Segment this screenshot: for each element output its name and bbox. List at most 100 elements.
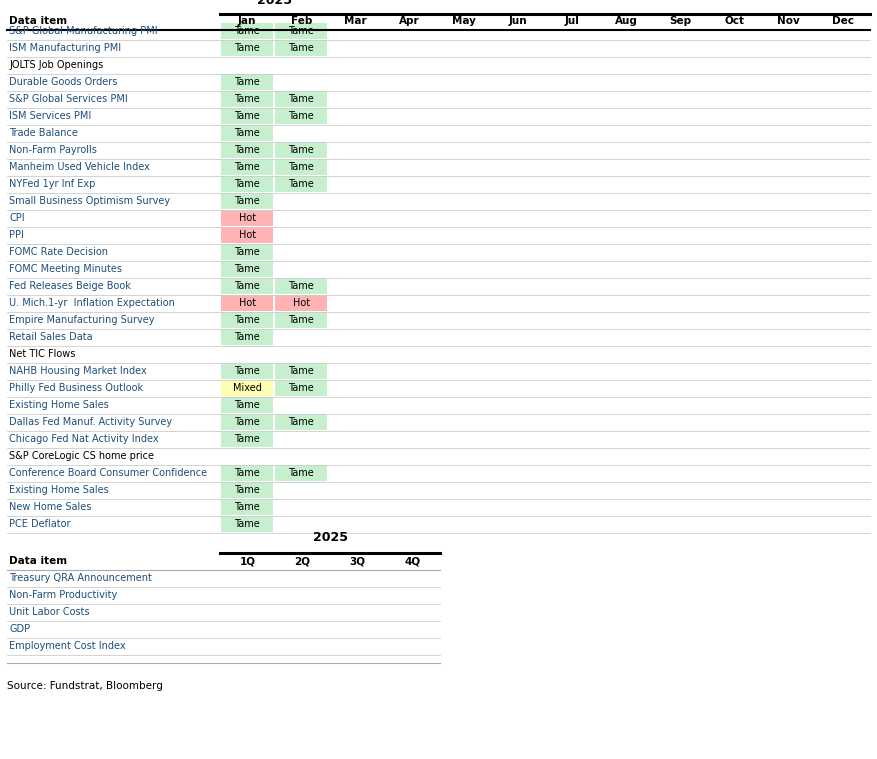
Bar bbox=[221, 91, 273, 107]
Text: Dec: Dec bbox=[831, 16, 853, 26]
Bar bbox=[275, 176, 327, 192]
Text: S&P Global Services PMI: S&P Global Services PMI bbox=[9, 94, 128, 104]
Text: Mar: Mar bbox=[344, 16, 367, 26]
Text: New Home Sales: New Home Sales bbox=[9, 502, 91, 512]
Text: Tame: Tame bbox=[288, 145, 314, 155]
Text: Tame: Tame bbox=[234, 26, 260, 36]
Text: Tame: Tame bbox=[288, 281, 314, 291]
Text: Existing Home Sales: Existing Home Sales bbox=[9, 485, 109, 495]
Text: Jan: Jan bbox=[238, 16, 256, 26]
Bar bbox=[275, 108, 327, 124]
Text: Conference Board Consumer Confidence: Conference Board Consumer Confidence bbox=[9, 468, 207, 478]
Text: Unit Labor Costs: Unit Labor Costs bbox=[9, 607, 89, 617]
Bar bbox=[221, 176, 273, 192]
Text: Hot: Hot bbox=[239, 298, 255, 308]
Text: Apr: Apr bbox=[399, 16, 419, 26]
Text: Feb: Feb bbox=[290, 16, 311, 26]
Text: PCE Deflator: PCE Deflator bbox=[9, 519, 70, 529]
Bar bbox=[221, 414, 273, 430]
Bar bbox=[221, 74, 273, 90]
Text: NAHB Housing Market Index: NAHB Housing Market Index bbox=[9, 366, 146, 376]
Text: Tame: Tame bbox=[234, 281, 260, 291]
Text: Hot: Hot bbox=[292, 298, 310, 308]
Text: Tame: Tame bbox=[234, 43, 260, 53]
Text: Tame: Tame bbox=[288, 179, 314, 189]
Text: Tame: Tame bbox=[288, 366, 314, 376]
Text: 2025: 2025 bbox=[256, 0, 291, 7]
Bar bbox=[221, 40, 273, 56]
Text: Tame: Tame bbox=[288, 43, 314, 53]
Text: Source: Fundstrat, Bloomberg: Source: Fundstrat, Bloomberg bbox=[7, 681, 163, 691]
Text: Tame: Tame bbox=[234, 434, 260, 444]
Text: Nov: Nov bbox=[776, 16, 799, 26]
Text: PPI: PPI bbox=[9, 230, 24, 240]
Text: Tame: Tame bbox=[288, 94, 314, 104]
Text: Tame: Tame bbox=[234, 366, 260, 376]
Bar bbox=[275, 295, 327, 311]
Text: Fed Releases Beige Book: Fed Releases Beige Book bbox=[9, 281, 131, 291]
Bar bbox=[275, 380, 327, 396]
Bar bbox=[221, 261, 273, 277]
Text: Empire Manufacturing Survey: Empire Manufacturing Survey bbox=[9, 315, 154, 325]
Bar bbox=[221, 380, 273, 396]
Text: Tame: Tame bbox=[288, 315, 314, 325]
Bar bbox=[221, 125, 273, 141]
Text: 2Q: 2Q bbox=[294, 556, 310, 566]
Text: Mixed: Mixed bbox=[232, 383, 261, 393]
Text: Tame: Tame bbox=[288, 162, 314, 172]
Text: Trade Balance: Trade Balance bbox=[9, 128, 78, 138]
Text: U. Mich.1-yr  Inflation Expectation: U. Mich.1-yr Inflation Expectation bbox=[9, 298, 175, 308]
Text: S&P Global Manufacturing PMI: S&P Global Manufacturing PMI bbox=[9, 26, 158, 36]
Bar bbox=[221, 244, 273, 260]
Text: Tame: Tame bbox=[234, 247, 260, 257]
Text: Tame: Tame bbox=[234, 519, 260, 529]
Text: Data item: Data item bbox=[9, 556, 67, 566]
Text: S&P CoreLogic CS home price: S&P CoreLogic CS home price bbox=[9, 451, 153, 461]
Text: Tame: Tame bbox=[234, 162, 260, 172]
Bar bbox=[221, 482, 273, 498]
Bar bbox=[221, 465, 273, 481]
Bar bbox=[275, 414, 327, 430]
Text: Dallas Fed Manuf. Activity Survey: Dallas Fed Manuf. Activity Survey bbox=[9, 417, 172, 427]
Bar bbox=[221, 278, 273, 294]
Text: ISM Manufacturing PMI: ISM Manufacturing PMI bbox=[9, 43, 121, 53]
Text: Tame: Tame bbox=[234, 315, 260, 325]
Bar bbox=[221, 431, 273, 447]
Text: 4Q: 4Q bbox=[404, 556, 420, 566]
Text: Non-Farm Payrolls: Non-Farm Payrolls bbox=[9, 145, 96, 155]
Bar bbox=[275, 278, 327, 294]
Text: Data item: Data item bbox=[9, 16, 67, 26]
Bar bbox=[275, 159, 327, 175]
Text: GDP: GDP bbox=[9, 624, 30, 634]
Text: JOLTS Job Openings: JOLTS Job Openings bbox=[9, 60, 103, 70]
Text: FOMC Meeting Minutes: FOMC Meeting Minutes bbox=[9, 264, 122, 274]
Text: Tame: Tame bbox=[234, 400, 260, 410]
Text: Tame: Tame bbox=[234, 196, 260, 206]
Text: Tame: Tame bbox=[234, 417, 260, 427]
Text: Tame: Tame bbox=[234, 94, 260, 104]
Text: Tame: Tame bbox=[234, 111, 260, 121]
Text: Net TIC Flows: Net TIC Flows bbox=[9, 349, 75, 359]
Bar bbox=[221, 159, 273, 175]
Text: 3Q: 3Q bbox=[349, 556, 365, 566]
Bar bbox=[221, 312, 273, 328]
Text: Chicago Fed Nat Activity Index: Chicago Fed Nat Activity Index bbox=[9, 434, 159, 444]
Bar bbox=[221, 227, 273, 243]
Bar bbox=[221, 516, 273, 532]
Text: Durable Goods Orders: Durable Goods Orders bbox=[9, 77, 118, 87]
Bar bbox=[221, 142, 273, 158]
Text: NYFed 1yr Inf Exp: NYFed 1yr Inf Exp bbox=[9, 179, 96, 189]
Bar bbox=[275, 142, 327, 158]
Text: Tame: Tame bbox=[234, 128, 260, 138]
Text: Manheim Used Vehicle Index: Manheim Used Vehicle Index bbox=[9, 162, 150, 172]
Text: Tame: Tame bbox=[234, 145, 260, 155]
Text: Tame: Tame bbox=[288, 26, 314, 36]
Text: Hot: Hot bbox=[239, 213, 255, 223]
Text: Tame: Tame bbox=[288, 383, 314, 393]
Text: Tame: Tame bbox=[234, 485, 260, 495]
Text: Treasury QRA Announcement: Treasury QRA Announcement bbox=[9, 573, 152, 583]
Text: Non-Farm Productivity: Non-Farm Productivity bbox=[9, 590, 118, 600]
Bar bbox=[275, 363, 327, 379]
Text: FOMC Rate Decision: FOMC Rate Decision bbox=[9, 247, 108, 257]
Text: Tame: Tame bbox=[288, 417, 314, 427]
